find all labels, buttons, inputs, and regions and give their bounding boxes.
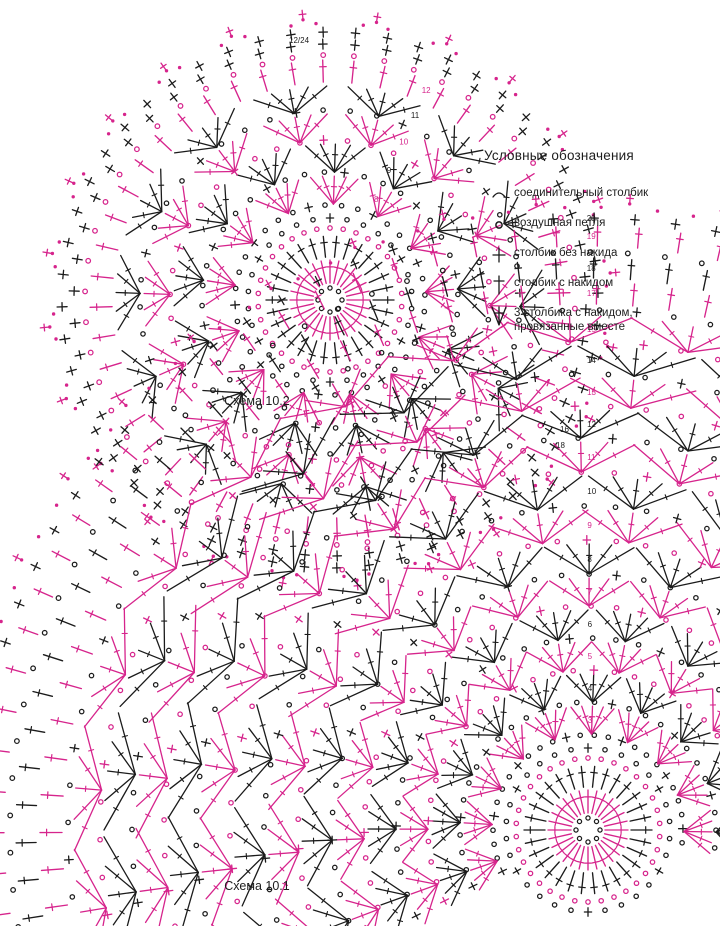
svg-text:12: 12 xyxy=(587,420,596,429)
svg-text:6: 6 xyxy=(588,620,593,629)
legend-label-three-dc-together: 3 столбика с накидом, провязанные вместе xyxy=(514,305,633,334)
svg-text:4: 4 xyxy=(588,684,593,693)
legend-label-line2: провязанные вместе xyxy=(514,320,626,333)
svg-text:5: 5 xyxy=(588,652,593,661)
legend-item-slip-stitch: соединительный столбик xyxy=(484,185,714,204)
svg-text:14: 14 xyxy=(587,356,596,365)
svg-text:3: 3 xyxy=(588,716,593,725)
svg-text:12/24: 12/24 xyxy=(289,36,310,45)
svg-text:8: 8 xyxy=(587,555,592,564)
legend-label-slip-stitch: соединительный столбик xyxy=(514,187,649,199)
svg-text:15: 15 xyxy=(587,325,596,334)
caption-scheme-10-2: Схема 10.2 xyxy=(224,394,290,408)
svg-text:10: 10 xyxy=(587,487,596,496)
svg-text:16: 16 xyxy=(560,425,569,434)
svg-text:18: 18 xyxy=(587,264,596,273)
legend-item-double-crochet: столбик с накидом xyxy=(484,274,714,295)
svg-text:18: 18 xyxy=(556,441,565,450)
legend-title: Условные обозначения xyxy=(484,148,634,163)
legend-box: Условные обозначения соединительный стол… xyxy=(484,148,714,345)
svg-text:9: 9 xyxy=(387,166,392,175)
svg-text:11: 11 xyxy=(411,111,420,120)
svg-text:8: 8 xyxy=(374,195,379,204)
legend-label-double-crochet: столбик с накидом xyxy=(514,277,614,289)
svg-text:9: 9 xyxy=(587,521,592,530)
chain-stitch-icon xyxy=(484,215,514,234)
legend-label-single-crochet: столбик без накида xyxy=(514,247,618,259)
legend-item-single-crochet: столбик без накида xyxy=(484,245,714,264)
svg-text:10: 10 xyxy=(399,138,408,147)
single-crochet-icon xyxy=(484,245,514,264)
legend-item-three-dc-together: 3 столбика с накидом, провязанные вместе xyxy=(484,305,714,334)
double-crochet-icon xyxy=(484,274,514,295)
svg-text:20: 20 xyxy=(587,214,596,223)
legend-label-chain-stitch: воздушная петля xyxy=(514,217,606,229)
legend-item-chain-stitch: воздушная петля xyxy=(484,215,714,234)
slip-stitch-icon xyxy=(484,185,514,204)
caption-scheme-10-1: Схема 10.1 xyxy=(224,879,290,893)
svg-text:11: 11 xyxy=(587,453,596,462)
svg-text:19: 19 xyxy=(587,232,596,241)
svg-text:21: 21 xyxy=(0,0,9,2)
svg-text:7: 7 xyxy=(588,588,593,597)
svg-text:12: 12 xyxy=(422,86,431,95)
svg-text:13: 13 xyxy=(587,388,596,397)
svg-text:17: 17 xyxy=(587,289,596,298)
three-dc-together-icon xyxy=(484,305,514,326)
legend-label-line1: 3 столбика с накидом, xyxy=(514,307,633,319)
scheme-10-2-svg: 8 9 10 11 12 12/24 xyxy=(39,9,621,591)
scheme-10-2-diagram: 8 9 10 11 12 12/24 xyxy=(0,0,720,591)
